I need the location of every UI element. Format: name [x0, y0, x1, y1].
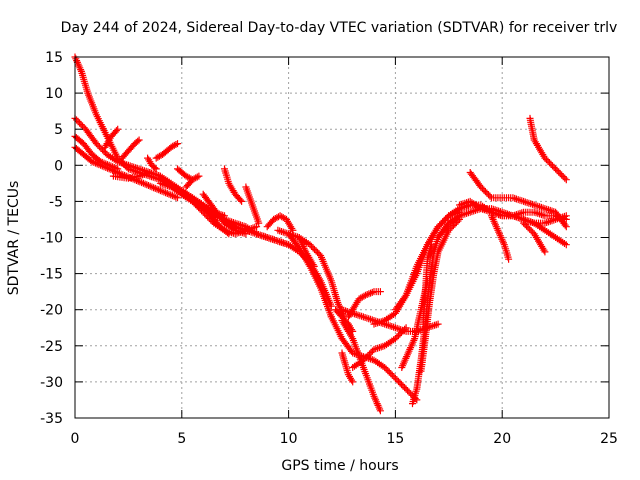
data-point-marks [242, 183, 263, 227]
data-point-marks [419, 241, 436, 328]
series-arc-24 [332, 306, 357, 335]
series-arc-15 [203, 205, 233, 238]
data-point-marks [203, 205, 233, 238]
x-tick-label: 15 [386, 431, 404, 447]
series-arc-19 [263, 212, 297, 234]
y-tick-label: 5 [54, 122, 63, 138]
series-arc-34 [417, 215, 463, 375]
data-point-marks [417, 215, 463, 375]
series-arc-14 [199, 190, 250, 238]
series-arc-38 [456, 197, 570, 249]
x-axis-label: GPS time / hours [281, 458, 398, 474]
y-tick-label: 15 [45, 50, 63, 66]
data-point-marks [199, 190, 250, 238]
data-point-marks [349, 324, 410, 371]
data-point-marks [274, 226, 335, 321]
data-point-marks [526, 114, 570, 184]
x-tick-label: 20 [493, 431, 511, 447]
series-arc-22 [295, 234, 318, 270]
data-point-marks [466, 169, 570, 231]
data-point-marks [456, 197, 570, 249]
data-point-marks [152, 140, 181, 162]
series-arc-13 [182, 172, 203, 191]
chart-title: Day 244 of 2024, Sidereal Day-to-day VTE… [61, 20, 618, 36]
data-point-marks [144, 154, 160, 173]
axes: 0 5 10 15 20 25 15 10 5 0 -5 -10 -15 -20 -25 -30 -35 [40, 50, 618, 447]
grid-lines [75, 57, 609, 418]
x-tick-label: 25 [600, 431, 618, 447]
series-arc-39 [466, 169, 570, 231]
y-tick-label: -15 [40, 267, 63, 283]
x-tick-label: 10 [280, 431, 298, 447]
x-tick-label: 5 [177, 431, 186, 447]
data-point-marks [101, 125, 122, 151]
series-arc-17 [242, 183, 263, 227]
series-arc-40 [488, 212, 513, 263]
data-point-marks [263, 212, 297, 234]
series-arc-16 [221, 165, 246, 205]
data-point-marks [182, 172, 203, 191]
series-arc-41 [520, 219, 549, 256]
series-arc-7 [152, 140, 181, 162]
y-tick-label: 0 [54, 158, 63, 174]
series-arc-35 [419, 241, 436, 328]
series-arc-25 [338, 349, 357, 386]
data-point-marks [221, 165, 246, 205]
data-point-marks [520, 219, 549, 256]
data-point-marks [109, 169, 154, 182]
series-arc-9 [144, 154, 160, 173]
series-arc-29 [349, 324, 410, 371]
x-tick-label: 0 [71, 431, 80, 447]
y-tick-label: -5 [49, 194, 63, 210]
data-point-marks [488, 212, 513, 263]
y-tick-label: 10 [45, 86, 63, 102]
series-arc-21 [274, 226, 335, 321]
data-point-marks [338, 349, 357, 386]
y-tick-label: -30 [40, 375, 63, 391]
y-tick-label: -20 [40, 303, 63, 319]
data-points [71, 53, 570, 415]
data-point-marks [332, 306, 357, 335]
series-arc-4 [101, 125, 122, 151]
y-tick-label: -25 [40, 339, 63, 355]
series-arc-6 [118, 136, 143, 162]
data-point-marks [295, 234, 318, 270]
series-arc-8 [109, 169, 154, 182]
data-point-marks [118, 136, 143, 162]
y-tick-label: -35 [40, 411, 63, 427]
y-axis-label: SDTVAR / TECUs [6, 181, 22, 296]
y-tick-label: -10 [40, 231, 63, 247]
series-arc-42 [526, 114, 570, 184]
